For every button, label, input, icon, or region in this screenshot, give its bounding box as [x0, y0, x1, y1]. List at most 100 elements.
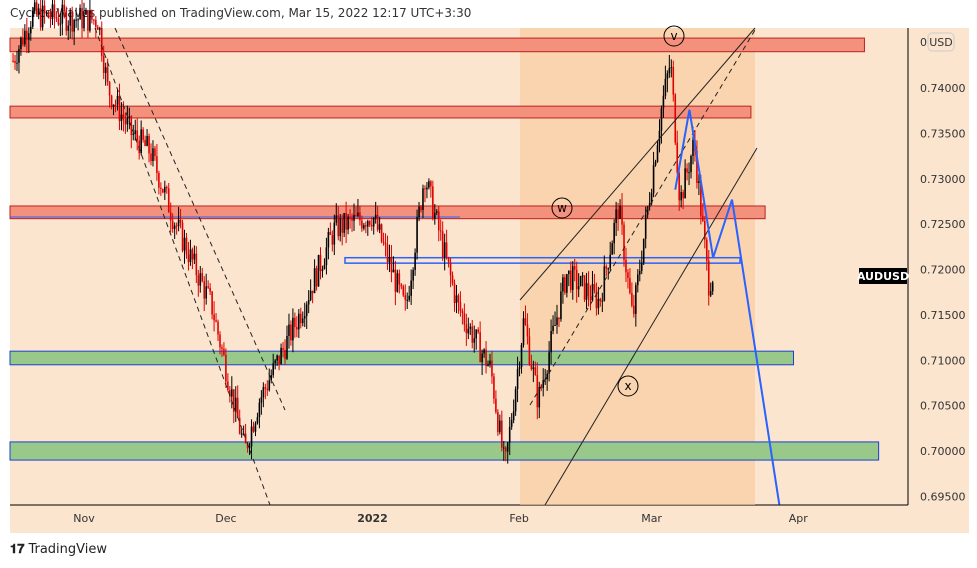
candle-body	[22, 37, 24, 45]
candle-body	[516, 368, 519, 390]
candle-body	[368, 221, 371, 225]
candle-body	[83, 14, 85, 29]
candle-body	[126, 117, 129, 125]
price-tick: 0.73000	[920, 173, 966, 186]
candle-body	[35, 2, 38, 15]
candle-body	[406, 299, 409, 301]
candle-body	[625, 259, 627, 273]
candle-body	[75, 19, 77, 21]
price-tick: 0.69500	[920, 490, 966, 503]
candle-body	[98, 27, 101, 30]
candle-body	[597, 298, 600, 309]
candle-body	[341, 218, 343, 233]
candle-body	[361, 220, 363, 229]
candle-body	[530, 364, 533, 370]
candle-body	[662, 95, 665, 109]
currency-label[interactable]: USD	[929, 36, 953, 49]
candle-body	[479, 332, 481, 363]
candle-body	[390, 256, 393, 273]
candle-body	[499, 420, 501, 433]
candle-body	[162, 188, 164, 193]
candle-body	[144, 139, 146, 146]
candle-body	[510, 420, 513, 427]
candle-body	[292, 317, 294, 341]
candle-body	[579, 276, 582, 287]
wave-label-circle	[617, 375, 639, 397]
candle-body	[690, 155, 692, 173]
candle-body	[644, 214, 647, 239]
candle-body	[67, 25, 70, 31]
candle-body	[546, 373, 548, 380]
candle-body	[321, 269, 324, 272]
candle-body	[299, 313, 302, 324]
candle-body	[465, 324, 468, 334]
candle-body	[250, 426, 253, 447]
candle-body	[603, 266, 606, 301]
blue-level-box	[344, 256, 741, 264]
candle-body	[355, 214, 357, 216]
candle-body	[272, 363, 274, 376]
candle-body	[110, 95, 113, 107]
candle-body	[167, 188, 170, 213]
candle-body	[617, 209, 619, 219]
zone-support	[9, 441, 880, 461]
candle-body	[73, 19, 75, 32]
candle-body	[619, 205, 621, 219]
candle-body	[704, 220, 706, 240]
time-tick: Nov	[73, 512, 95, 525]
candle-body	[100, 27, 103, 57]
candle-body	[51, 4, 54, 20]
candle-body	[301, 318, 304, 324]
candle-body	[591, 284, 594, 301]
candle-body	[566, 274, 568, 293]
candle-body	[475, 329, 477, 339]
candle-body	[254, 423, 257, 432]
candle-body	[57, 18, 60, 25]
candle-body	[248, 446, 251, 449]
wave-label-x: x	[624, 379, 631, 393]
candle-body	[534, 367, 537, 375]
candle-body	[122, 114, 125, 120]
candle-body	[481, 353, 483, 363]
candle-body	[93, 19, 95, 21]
candle-body	[631, 292, 633, 306]
candle-body	[106, 67, 109, 83]
zone-support	[9, 350, 794, 366]
candle-body	[432, 186, 434, 219]
candle-body	[91, 10, 93, 20]
candle-body	[504, 447, 507, 452]
candle-body	[351, 217, 353, 221]
price-tick: 0.74000	[920, 82, 966, 95]
candle-body	[288, 324, 290, 336]
candle-body	[536, 374, 539, 408]
symbol-label: AUDUSD	[857, 270, 909, 283]
candle-body	[26, 30, 28, 40]
candle-body	[707, 260, 710, 296]
candle-body	[532, 367, 535, 370]
candle-body	[203, 281, 206, 299]
candle-body	[175, 225, 178, 227]
candle-body	[95, 19, 97, 28]
candle-body	[28, 33, 30, 40]
candle-body	[380, 224, 383, 242]
price-chart[interactable]: v w x 0.74000 0.73500 0.73000 0.72500 0.72000 0.…	[0, 0, 977, 540]
up-channel-upper	[519, 27, 756, 301]
projection-path	[674, 109, 781, 505]
candle-body	[252, 426, 255, 432]
candle-body	[688, 172, 690, 174]
candle-body	[213, 314, 215, 321]
candle-body	[345, 213, 347, 230]
candle-body	[449, 262, 452, 276]
zone-resistance	[9, 37, 865, 53]
candle-body	[428, 181, 430, 188]
candle-body	[394, 269, 397, 292]
currency-button	[927, 32, 955, 52]
candle-body	[573, 266, 576, 270]
candle-body	[493, 376, 495, 399]
candle-body	[571, 266, 574, 290]
candle-body	[684, 168, 686, 199]
candle-body	[286, 335, 288, 359]
candle-body	[280, 347, 282, 365]
footer-brand[interactable]: TradingView	[28, 542, 108, 557]
wave-label-circle	[663, 25, 685, 47]
